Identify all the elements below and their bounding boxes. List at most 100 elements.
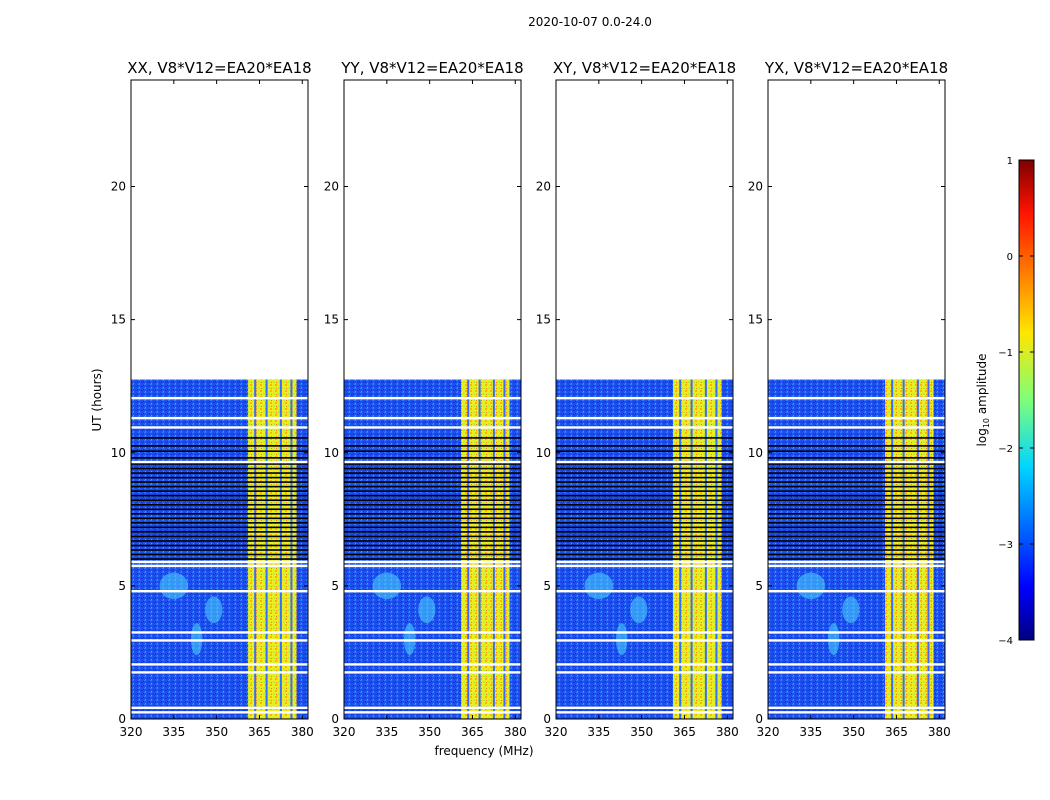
gap-row bbox=[131, 671, 308, 674]
x-tick-label: 365 bbox=[885, 725, 908, 739]
gap-row bbox=[768, 416, 945, 420]
rfi-blob bbox=[842, 596, 860, 624]
colorbar-label: log10 amplitude bbox=[975, 354, 991, 447]
y-tick-label: 0 bbox=[331, 712, 339, 726]
x-tick-label: 320 bbox=[333, 725, 356, 739]
flagged-row bbox=[768, 512, 945, 515]
colorbar-tick-label: −3 bbox=[998, 540, 1013, 551]
x-tick-label: 350 bbox=[842, 725, 865, 739]
colorbar-tick-label: 0 bbox=[1007, 252, 1013, 263]
panel-title: XX, V8*V12=EA20*EA18 bbox=[127, 59, 311, 77]
panel-3: XY, V8*V12=EA20*EA18 320 335 350 365 380 0 5 10 1… bbox=[536, 59, 739, 739]
gap-row bbox=[768, 590, 945, 593]
figure-suptitle: 2020-10-07 0.0-24.0 bbox=[528, 15, 652, 29]
gap-row bbox=[768, 711, 945, 714]
y-tick-label: 20 bbox=[536, 180, 551, 194]
flagged-row bbox=[556, 490, 733, 492]
flagged-row bbox=[344, 450, 521, 453]
flagged-row bbox=[131, 540, 308, 542]
colorbar-tick-label: −4 bbox=[998, 636, 1013, 647]
y-tick-label: 10 bbox=[111, 446, 126, 460]
flagged-row bbox=[131, 476, 308, 479]
flagged-row bbox=[768, 476, 945, 479]
flagged-row bbox=[768, 549, 945, 551]
flagged-row bbox=[768, 531, 945, 533]
flagged-row bbox=[768, 517, 945, 520]
rfi-blob bbox=[584, 572, 614, 600]
colorbar-label-base: log bbox=[975, 428, 989, 446]
flagged-row bbox=[131, 526, 308, 529]
x-tick-label: 350 bbox=[205, 725, 228, 739]
flagged-row bbox=[131, 485, 308, 488]
flagged-row bbox=[344, 490, 521, 492]
gap-row bbox=[344, 590, 521, 593]
flagged-row bbox=[556, 553, 733, 556]
y-tick-label: 5 bbox=[543, 579, 551, 593]
flagged-row bbox=[131, 531, 308, 533]
colorbar-tick-label: −2 bbox=[998, 444, 1013, 455]
flagged-row bbox=[131, 437, 308, 439]
x-tick-label: 335 bbox=[587, 725, 610, 739]
x-tick-label: 365 bbox=[461, 725, 484, 739]
flagged-row bbox=[131, 490, 308, 492]
gap-row bbox=[556, 460, 733, 464]
flagged-row bbox=[768, 499, 945, 502]
flagged-row bbox=[556, 526, 733, 529]
gap-row bbox=[131, 639, 308, 642]
panel-title: YY, V8*V12=EA20*EA18 bbox=[340, 59, 523, 77]
y-tick-label: 15 bbox=[536, 313, 551, 327]
y-tick-label: 15 bbox=[111, 313, 126, 327]
flagged-row bbox=[131, 450, 308, 453]
gap-row bbox=[131, 560, 308, 564]
flagged-row bbox=[556, 476, 733, 479]
flagged-row bbox=[556, 499, 733, 502]
gap-row bbox=[344, 671, 521, 674]
y-tick-label: 5 bbox=[331, 579, 339, 593]
flagged-row bbox=[556, 437, 733, 439]
flagged-row bbox=[556, 450, 733, 453]
flagged-row bbox=[344, 508, 521, 511]
y-tick-label: 0 bbox=[118, 712, 126, 726]
x-tick-label: 380 bbox=[291, 725, 314, 739]
y-tick-label: 0 bbox=[755, 712, 763, 726]
panel-title: XY, V8*V12=EA20*EA18 bbox=[553, 59, 736, 77]
flagged-row bbox=[344, 553, 521, 556]
flagged-row bbox=[556, 472, 733, 474]
gap-row bbox=[344, 631, 521, 634]
flagged-row bbox=[131, 553, 308, 556]
flagged-row bbox=[131, 472, 308, 474]
gap-row bbox=[556, 590, 733, 593]
gap-row bbox=[344, 706, 521, 710]
flagged-row bbox=[131, 503, 308, 506]
flagged-row bbox=[131, 558, 308, 560]
flagged-row bbox=[131, 457, 308, 459]
gap-row bbox=[344, 639, 521, 642]
flagged-row bbox=[768, 485, 945, 488]
gap-row bbox=[344, 711, 521, 714]
panel-4: YX, V8*V12=EA20*EA18 320 335 350 365 380 0 5 10 1… bbox=[748, 59, 951, 739]
flagged-row bbox=[556, 457, 733, 459]
colorbar-gradient bbox=[1018, 159, 1035, 641]
flagged-row bbox=[768, 490, 945, 492]
gap-row bbox=[344, 564, 521, 568]
y-tick-label: 20 bbox=[111, 180, 126, 194]
gap-row bbox=[556, 706, 733, 710]
axes-frame bbox=[130, 79, 309, 720]
y-tick-label: 5 bbox=[755, 579, 763, 593]
colorbar-label-sub: 10 bbox=[982, 418, 991, 428]
flagged-row bbox=[131, 481, 308, 483]
flagged-row bbox=[344, 472, 521, 474]
flagged-row bbox=[131, 445, 308, 447]
flagged-row bbox=[344, 494, 521, 497]
flagged-row bbox=[556, 445, 733, 447]
y-tick-label: 20 bbox=[748, 180, 763, 194]
flagged-row bbox=[556, 485, 733, 488]
x-tick-label: 350 bbox=[630, 725, 653, 739]
flagged-row bbox=[768, 526, 945, 529]
flagged-row bbox=[131, 549, 308, 551]
flagged-row bbox=[344, 499, 521, 502]
flagged-row bbox=[556, 549, 733, 551]
y-tick-label: 5 bbox=[118, 579, 126, 593]
flagged-row bbox=[344, 437, 521, 439]
flagged-row bbox=[131, 494, 308, 497]
